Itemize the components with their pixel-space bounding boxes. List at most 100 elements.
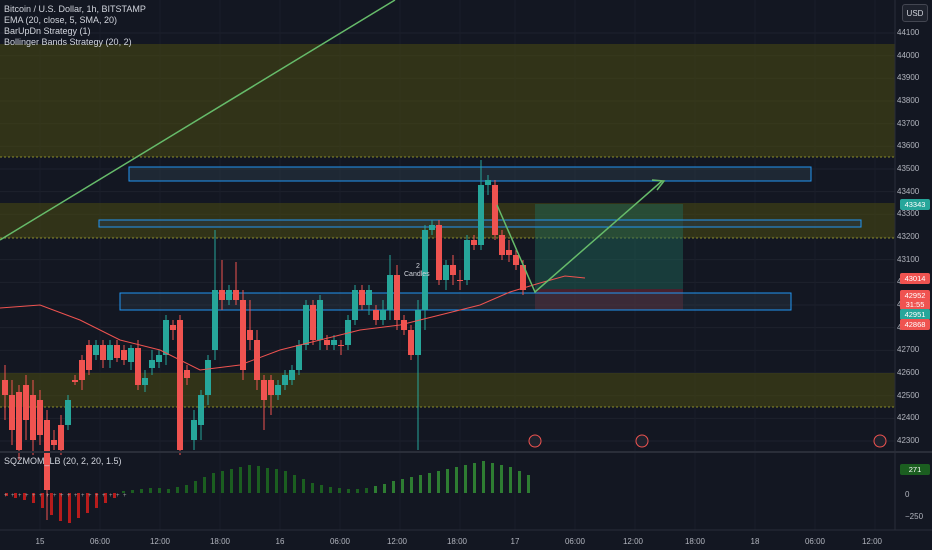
candle-body [219,290,225,300]
momentum-bar [419,475,422,493]
momentum-bar [491,463,494,493]
squeeze-dot: + [88,493,92,499]
candle-body [485,180,491,185]
candle-body [79,360,85,380]
candle-body [303,305,309,345]
event-icon [635,434,649,448]
momentum-bar [239,467,242,493]
momentum-bar [347,489,350,493]
momentum-bar [464,465,467,493]
momentum-bar [338,488,341,493]
candle-body [2,380,8,395]
price-tag: 31:55 [900,299,930,310]
momentum-bar [122,491,125,493]
candle-body [310,305,316,340]
candle-body [387,275,393,310]
squeeze-dot: + [25,493,29,499]
candle-body [366,290,372,305]
candle-body [51,440,57,445]
bollinger-legend[interactable]: Bollinger Bands Strategy (20, 2) [4,37,132,47]
momentum-bar [221,471,224,493]
momentum-bar [320,485,323,493]
target-box [535,204,683,289]
candle-body [261,380,267,400]
momentum-bar [329,487,332,493]
momentum-bar [203,477,206,493]
momentum-bar [32,493,35,503]
candle-body [338,345,344,346]
momentum-bar [518,471,521,493]
squeeze-dot: + [74,493,78,499]
candle-body [268,380,274,395]
candle-body [121,350,127,360]
squeeze-dot: + [102,493,106,499]
time-axis-label: 15 [35,537,45,546]
momentum-bar [185,485,188,493]
momentum-bar [86,493,89,513]
candle-body [100,345,106,360]
ema-legend[interactable]: EMA (20, close, 5, SMA, 20) [4,15,118,25]
squeeze-dot: + [11,493,15,499]
candle-body [296,345,302,370]
candle-body [37,400,43,435]
event-icon [873,434,887,448]
momentum-bar [257,466,260,493]
price-axis-label: 44100 [897,28,920,37]
price-axis-label: 43900 [897,73,920,83]
candle-body [422,230,428,310]
momentum-bar [212,473,215,493]
candle-body [401,320,407,330]
annotation-label: Candles [404,271,430,278]
currency-button[interactable]: USD [902,4,928,22]
momentum-bar [392,481,395,493]
momentum-bar [509,467,512,493]
candle-body [443,265,449,280]
candle-body [513,255,519,265]
momentum-bar [248,465,251,493]
candle-body [464,240,470,280]
barupdn-legend[interactable]: BarUpDn Strategy (1) [4,26,91,36]
indicator-axis-label: −250 [905,512,924,521]
candle-body [520,265,526,290]
candle-body [149,360,155,368]
candle-body [170,325,176,330]
candle-body [205,360,211,395]
candle-body [86,345,92,370]
time-axis-label: 18:00 [446,537,468,546]
sqzmom-legend[interactable]: SQZMOM_LB (20, 2, 20, 1.5) [4,456,122,466]
support-zone [0,373,895,407]
price-axis-label: 43600 [897,141,920,151]
momentum-bar [293,475,296,493]
level-box-42930 [119,292,792,311]
event-icon [528,434,542,448]
candle-body [478,185,484,245]
candle-body [156,355,162,362]
momentum-bar [23,493,26,500]
indicator-axis-label: 0 [905,490,910,499]
candle-body [359,290,365,305]
squeeze-dot: + [18,493,22,499]
momentum-bar [230,469,233,493]
momentum-bar [437,471,440,493]
time-axis-label: 12:00 [861,537,883,546]
stop-box [535,289,683,310]
symbol-title[interactable]: Bitcoin / U.S. Dollar, 1h, BITSTAMP [4,4,146,14]
squeeze-dot: + [32,493,36,499]
momentum-bar [77,493,80,518]
candle-body [212,290,218,350]
momentum-bar [410,477,413,493]
time-axis-label: 18 [750,537,760,546]
candle-body [282,375,288,385]
momentum-bar [140,489,143,493]
candle-body [415,310,421,355]
candle-body [135,348,141,385]
momentum-bar [311,483,314,493]
momentum-bar [167,489,170,493]
momentum-bar [41,493,44,508]
candle-body [9,395,15,430]
candle-body [457,280,463,281]
candle-body [317,300,323,340]
squeeze-dot: + [67,493,71,499]
candle-body [450,265,456,275]
